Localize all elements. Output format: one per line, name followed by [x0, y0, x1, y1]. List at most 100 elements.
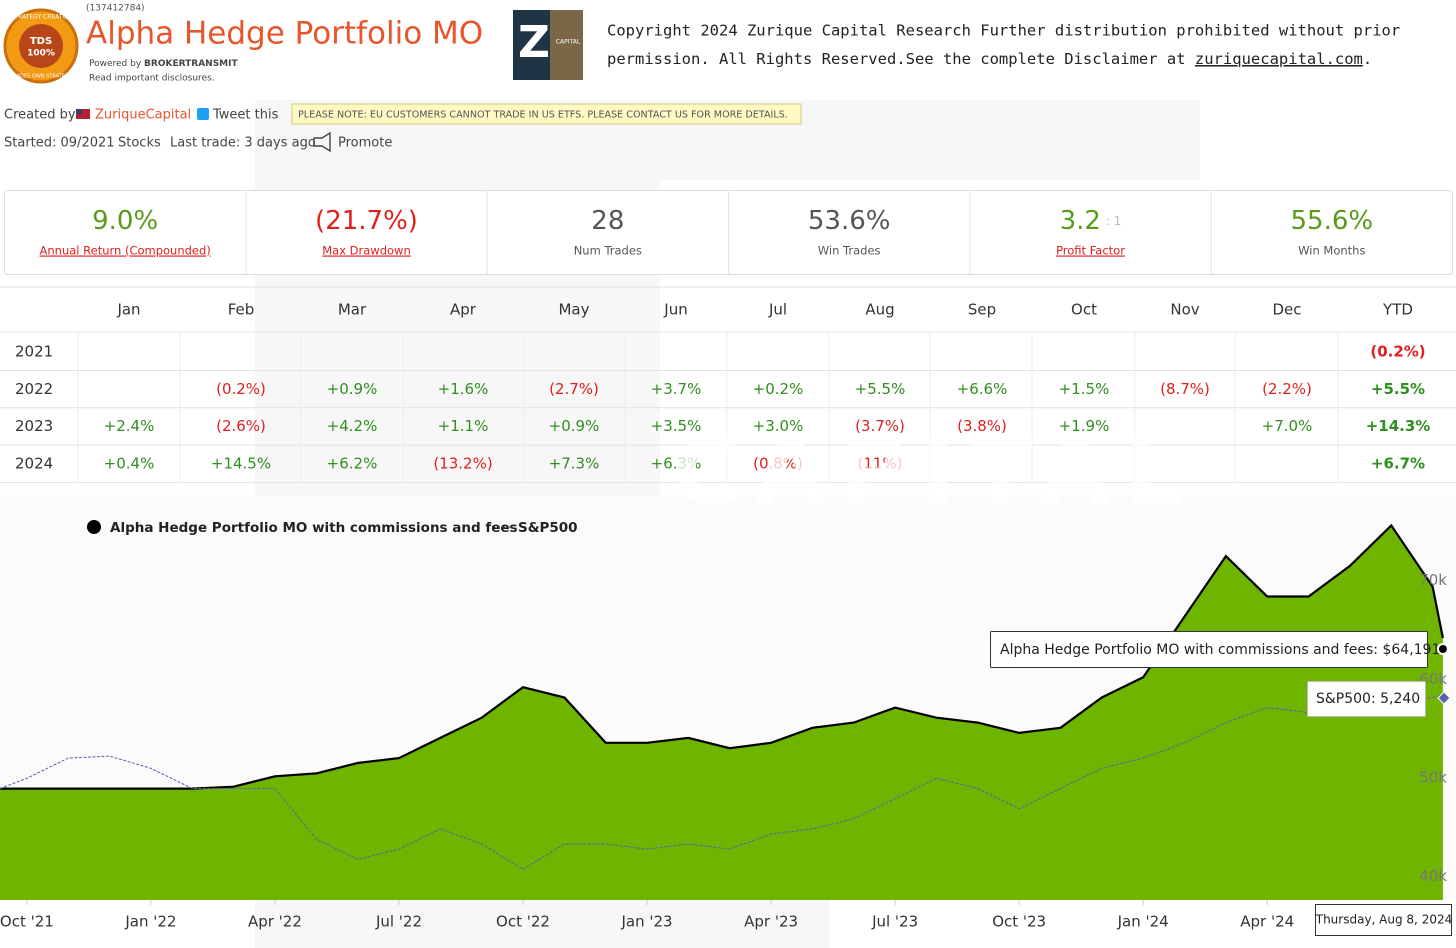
badge-pct: 100% [27, 49, 55, 59]
month-header: Oct [1071, 301, 1097, 319]
tweet-icon[interactable] [197, 108, 209, 120]
returns-table: Jan Feb Mar Apr May Jun Jul Aug Sep Oct Nov Dec YTD 2… [0, 301, 1456, 483]
month-cell: +1.1% [438, 417, 489, 435]
stat-label[interactable]: Max Drawdown [322, 244, 411, 258]
stat-value-text: 53.6% [808, 206, 891, 236]
stat-value-text: 9.0% [92, 206, 158, 236]
month-cell: +1.9% [1059, 417, 1110, 435]
stat-value-text: 28 [591, 206, 624, 236]
tooltip: Alpha Hedge Portfolio MO with commission… [1000, 642, 1440, 658]
month-header: YTD [1382, 301, 1413, 319]
month-header: Nov [1170, 301, 1199, 319]
ytd-cell: (0.2%) [1370, 343, 1425, 361]
month-cell: (8.7%) [1160, 380, 1210, 398]
month-cell: +5.5% [855, 380, 906, 398]
stat-value-text: (21.7%) [315, 206, 418, 236]
hover-point [1436, 643, 1449, 655]
tooltip-box [1307, 681, 1426, 717]
badge-top: STRATEGY CREATOR [11, 14, 72, 21]
month-cell: +3.0% [753, 417, 804, 435]
copyright-end: . [1363, 50, 1372, 68]
month-cell: +4.2% [327, 417, 378, 435]
x-tick-label: Oct '22 [496, 913, 550, 931]
promote-icon[interactable] [313, 131, 331, 153]
date-box [1315, 904, 1452, 936]
month-cell: (13.2%) [433, 454, 492, 472]
month-cell: +3.7% [651, 380, 702, 398]
badge-mid: TDS [30, 36, 52, 47]
month-cell: (0.2%) [216, 380, 266, 398]
created-by: Created by: [4, 108, 79, 123]
stat-label: Num Trades [574, 244, 642, 258]
chart: CAPITAL 40k 50k 60k 70k Oct '21 Jan '22 Apr '22… [0, 418, 1452, 936]
strategy-id: (137412784) [86, 4, 145, 14]
badge-inner [19, 24, 63, 68]
stat-label[interactable]: Annual Return (Compounded) [40, 244, 211, 258]
month-header: May [558, 301, 589, 319]
month-cell: +3.5% [651, 417, 702, 435]
month-cell: +2.4% [104, 417, 155, 435]
ytd-cell: +14.3% [1366, 417, 1431, 435]
month-cell: +6.3% [651, 454, 702, 472]
month-cell: (2.2%) [1262, 380, 1312, 398]
y-tick-label: 70k [1419, 571, 1447, 589]
month-header: Jun [663, 301, 687, 319]
tweet[interactable]: Tweet this [212, 108, 279, 123]
y-tick-label: 60k [1419, 670, 1447, 688]
month-header: Jul [768, 301, 787, 319]
month-cell: +6.2% [327, 454, 378, 472]
stat-value-text: 55.6% [1291, 206, 1374, 236]
flag [76, 109, 90, 119]
stat-suffix: : 1 [1106, 214, 1122, 228]
x-tick-label: Jan '22 [124, 913, 176, 931]
x-tick-label: Jul '23 [871, 913, 918, 931]
month-cell: (3.8%) [957, 417, 1007, 435]
y-tick-label: 40k [1419, 867, 1447, 885]
month-cell: +14.5% [211, 454, 271, 472]
ytd-cell: +6.7% [1371, 454, 1425, 472]
notice: PLEASE NOTE: EU CUSTOMERS CANNOT TRADE I… [298, 110, 788, 121]
month-cell: +7.3% [549, 454, 600, 472]
copyright-link[interactable]: zuriquecapital.com [1195, 50, 1363, 68]
year: 2022 [15, 380, 53, 398]
broker: BROKERTRANSMIT [144, 59, 238, 69]
month-header: Feb [228, 301, 255, 319]
year: 2023 [15, 417, 53, 435]
month-header: Sep [968, 301, 996, 319]
copyright: permission. All Rights Reserved.See the … [607, 50, 1372, 68]
x-tick-label: Apr '24 [1240, 913, 1294, 931]
month-header: Mar [338, 301, 367, 319]
stat-label: Win Months [1298, 244, 1365, 258]
x-tick-label: Jul '22 [375, 913, 422, 931]
month-cell: +1.6% [438, 380, 489, 398]
legend-label[interactable]: Alpha Hedge Portfolio MO with commission… [110, 520, 518, 536]
x-tick-label: Jan '24 [1117, 913, 1169, 931]
promote[interactable]: Promote [338, 136, 392, 151]
legend-label[interactable]: S&P500 [518, 520, 578, 536]
line [0, 523, 1444, 790]
stat-label[interactable]: Profit Factor [1056, 244, 1125, 258]
month-header: Apr [450, 301, 477, 319]
stat-value: 55.6% [1291, 206, 1374, 236]
asset: Stocks [118, 136, 161, 151]
area [0, 525, 1443, 900]
month-cell: (3.7%) [855, 417, 905, 435]
month-cell: +0.9% [327, 380, 378, 398]
x-tick-label: Apr '22 [248, 913, 302, 931]
stat-label: Win Trades [818, 244, 881, 258]
year: 2024 [15, 454, 53, 472]
disclosures[interactable]: Read important disclosures. [89, 74, 215, 84]
stat-value: (21.7%) [315, 206, 418, 236]
author[interactable]: ZuriqueCapital [95, 108, 191, 123]
logo-gold [550, 10, 583, 80]
legend-marker [87, 520, 101, 534]
date-label: Thursday, Aug 8, 2024 [1315, 913, 1452, 927]
hover-point [1437, 691, 1451, 705]
month-cell: (11%) [857, 454, 902, 472]
stat-value: 53.6% [808, 206, 891, 236]
month-cell: +0.9% [549, 417, 600, 435]
month-header: Jan [116, 301, 140, 319]
year: 2021 [15, 343, 53, 361]
x-tick-label: Apr '23 [744, 913, 798, 931]
